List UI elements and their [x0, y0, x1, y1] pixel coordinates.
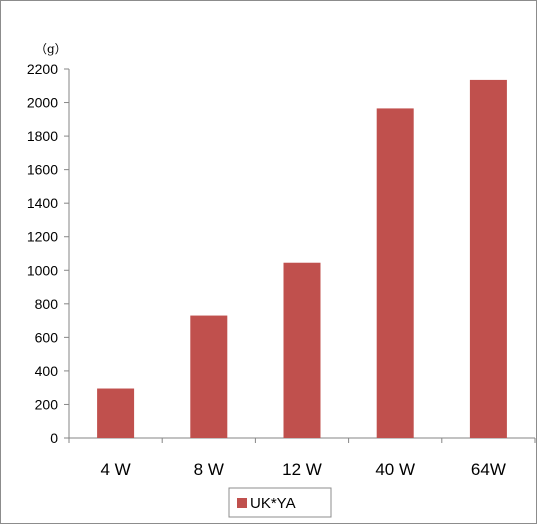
y-tick-label: 2000 [27, 95, 58, 111]
y-tick-label: 600 [35, 329, 59, 345]
y-tick-label: 200 [35, 396, 59, 412]
bar [376, 108, 414, 439]
y-tick-label: 2200 [27, 61, 58, 77]
y-axis-unit-label: （g） [35, 42, 67, 56]
bar [190, 315, 228, 438]
y-tick-label: 1800 [27, 128, 58, 144]
y-axis: 0 200 400 600 800 1000 1200 1400 1600 1800 2000 220… [27, 61, 70, 446]
y-tick-label: 1600 [27, 162, 58, 178]
y-tick-label: 1400 [27, 195, 58, 211]
y-tick-label: 1200 [27, 229, 58, 245]
legend: UK*YA [228, 487, 332, 518]
legend-swatch [237, 498, 247, 508]
y-tick-label: 800 [35, 296, 59, 312]
x-tick-label: 4 W [100, 460, 130, 479]
x-tick-label: 8 W [194, 460, 224, 479]
x-axis [68, 437, 536, 443]
x-tick-label: 40 W [375, 460, 415, 479]
bar [283, 262, 321, 438]
x-tick-labels: 4 W 8 W 12 W 40 W 64W [100, 460, 505, 479]
bar [469, 79, 507, 438]
bars [97, 79, 507, 439]
x-tick-label: 12 W [282, 460, 322, 479]
y-tick-label: 1000 [27, 262, 58, 278]
legend-label: UK*YA [250, 495, 296, 512]
y-tick-label: 0 [50, 430, 58, 446]
bar [97, 388, 135, 438]
y-tick-label: 400 [35, 363, 59, 379]
x-tick-label: 64W [471, 460, 506, 479]
